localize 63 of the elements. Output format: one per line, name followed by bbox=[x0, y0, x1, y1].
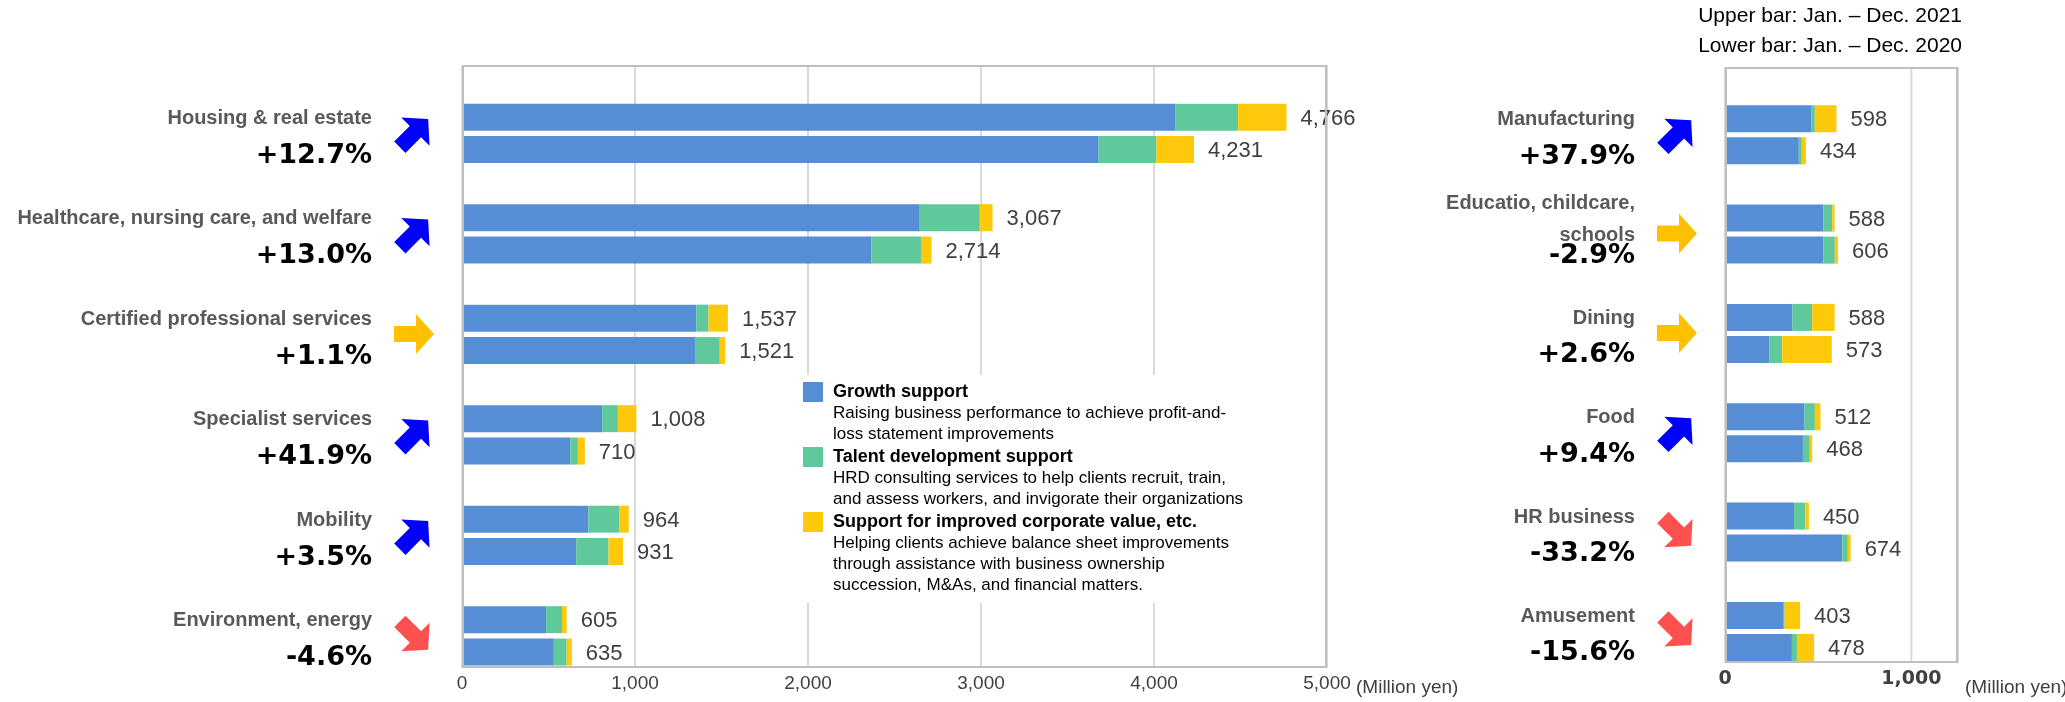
total-label: 606 bbox=[1851, 237, 1889, 263]
total-label: 598 bbox=[1850, 106, 1888, 132]
annotation: Helping clients achieve balance sheet improvements through assistance with business ownership succession, M&As, and financial matters. bbox=[833, 532, 1230, 595]
y-tick-label: -15.6% bbox=[1530, 635, 1635, 667]
x-axis-title: (Million yen) bbox=[1356, 676, 1459, 698]
x-tick-label: 5,000 bbox=[1303, 672, 1351, 694]
annotation: Raising business performance to achieve profit-and-loss statement improvements bbox=[833, 402, 1228, 444]
y-tick-label: -4.6% bbox=[285, 640, 372, 672]
total-label: 1,537 bbox=[741, 305, 797, 331]
total-label: 605 bbox=[580, 607, 618, 633]
total-label: 1,521 bbox=[739, 338, 795, 364]
total-label: 512 bbox=[1834, 404, 1872, 430]
x-tick-label: 3,000 bbox=[957, 672, 1005, 694]
y-tick-label: +12.7% bbox=[255, 137, 372, 169]
y-tick-label: +37.9% bbox=[1518, 138, 1635, 170]
legend-label: Growth support bbox=[833, 381, 969, 402]
annotation: HRD consulting services to help clients recruit, train, and assess workers, and invigorate their organizations bbox=[833, 467, 1245, 509]
y-tick-label: +2.6% bbox=[1537, 337, 1635, 369]
total-label: 588 bbox=[1848, 305, 1886, 331]
y-tick-label: +3.5% bbox=[274, 539, 372, 571]
total-label: 468 bbox=[1826, 436, 1863, 462]
y-tick-label: Mobility bbox=[296, 507, 373, 530]
total-label: 674 bbox=[1864, 535, 1902, 561]
total-label: 931 bbox=[637, 539, 674, 565]
y-tick-label: +41.9% bbox=[255, 439, 372, 471]
y-tick-label: Environment, energy bbox=[173, 608, 373, 631]
x-tick-label: 0 bbox=[1718, 666, 1732, 689]
total-label: 710 bbox=[598, 438, 636, 464]
y-tick-label: HR business bbox=[1513, 504, 1635, 527]
y-tick-label: +1.1% bbox=[274, 338, 372, 370]
y-tick-label: -33.2% bbox=[1530, 536, 1635, 568]
y-tick-label: Manufacturing bbox=[1497, 107, 1635, 130]
y-tick-label: +9.4% bbox=[1537, 436, 1635, 468]
y-tick-label: Dining bbox=[1572, 305, 1635, 328]
total-label: 403 bbox=[1814, 603, 1851, 629]
total-label: 4,231 bbox=[1207, 137, 1264, 163]
y-tick-label: Specialist services bbox=[192, 407, 372, 430]
total-label: 434 bbox=[1819, 138, 1857, 164]
total-label: 2,714 bbox=[945, 237, 1001, 263]
total-label: 635 bbox=[585, 639, 623, 665]
total-label: 1,008 bbox=[650, 406, 706, 432]
text: Upper bar: Jan. – Dec. 2021 bbox=[1698, 2, 1962, 28]
x-tick-label: 1,000 bbox=[1881, 666, 1942, 689]
x-tick-label: 1,000 bbox=[611, 672, 659, 694]
legend-label: Support for improved corporate value, etc. bbox=[833, 511, 1199, 532]
x-tick-label: 2,000 bbox=[784, 672, 832, 694]
total-label: 450 bbox=[1822, 503, 1860, 529]
text: Lower bar: Jan. – Dec. 2020 bbox=[1698, 32, 1962, 58]
y-tick-label: Amusement bbox=[1520, 603, 1636, 626]
total-label: 4,766 bbox=[1300, 104, 1356, 130]
y-tick-label: +13.0% bbox=[255, 238, 372, 270]
total-label: 588 bbox=[1848, 205, 1886, 231]
total-label: 3,067 bbox=[1006, 205, 1062, 231]
legend-label: Talent development support bbox=[833, 446, 1074, 467]
y-tick-label: Housing & real estate bbox=[167, 105, 372, 128]
y-tick-label: Healthcare, nursing care, and welfare bbox=[17, 206, 372, 229]
total-label: 964 bbox=[642, 506, 680, 532]
total-label: 573 bbox=[1845, 337, 1883, 363]
y-tick-label: Food bbox=[1586, 405, 1635, 428]
x-tick-label: 0 bbox=[456, 672, 468, 694]
y-tick-label: Certified professional services bbox=[80, 306, 372, 329]
x-tick-label: 4,000 bbox=[1130, 672, 1178, 694]
total-label: 478 bbox=[1828, 635, 1865, 661]
